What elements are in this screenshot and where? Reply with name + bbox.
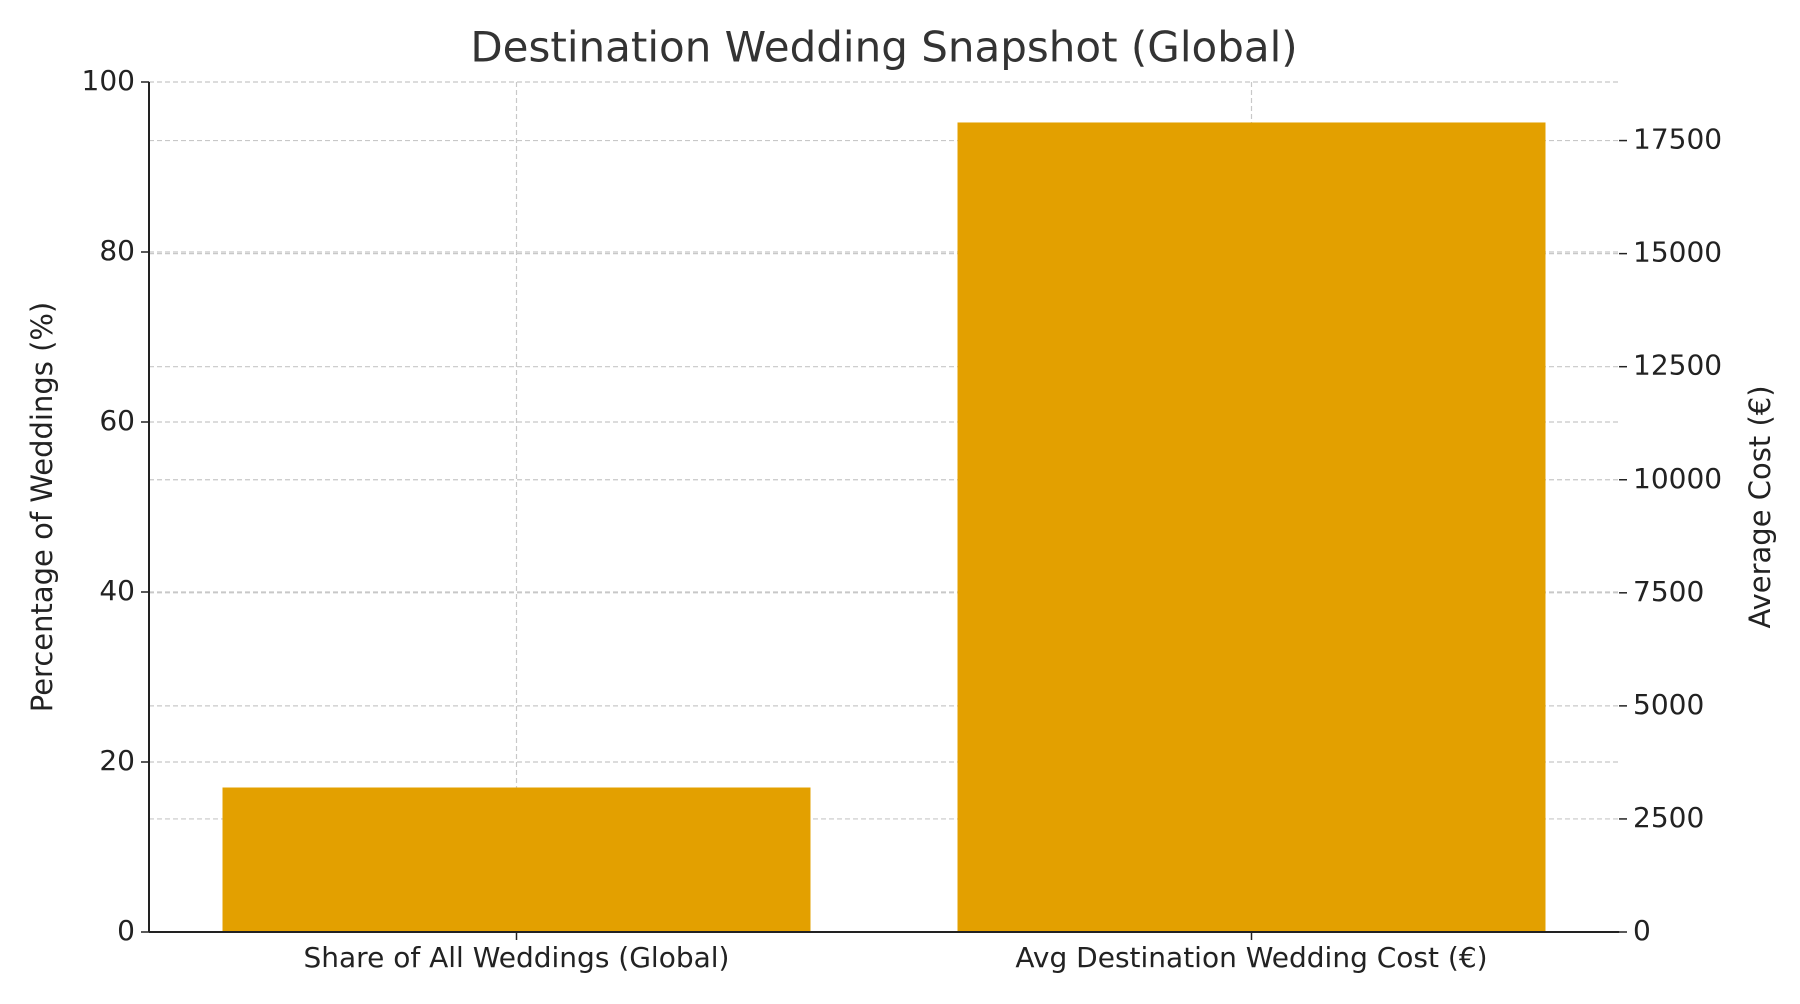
y2-tick-label: 10000: [1633, 462, 1722, 495]
y2-tick-label: 17500: [1633, 123, 1722, 156]
y2-axis-label: Average Cost (€): [1743, 385, 1777, 628]
bar: [957, 122, 1546, 932]
y-tick-label: 0: [117, 914, 135, 947]
bar: [222, 787, 811, 932]
y-tick-label: 40: [99, 574, 135, 607]
y2-tick-label: 5000: [1633, 688, 1704, 721]
y-tick-label: 20: [99, 744, 135, 777]
y-tick-label: 80: [99, 234, 135, 267]
x-tick-label: Share of All Weddings (Global): [304, 941, 730, 974]
x-tick-label: Avg Destination Wedding Cost (€): [1015, 941, 1487, 974]
y-tick-label: 60: [99, 404, 135, 437]
y2-tick-label: 7500: [1633, 575, 1704, 608]
chart-title: Destination Wedding Snapshot (Global): [470, 23, 1297, 72]
y-tick-label: 100: [82, 64, 135, 97]
y2-tick-label: 0: [1633, 914, 1651, 947]
y2-tick-label: 15000: [1633, 236, 1722, 269]
y2-tick-label: 12500: [1633, 349, 1722, 382]
y-axis-label: Percentage of Weddings (%): [25, 302, 59, 713]
y2-tick-label: 2500: [1633, 801, 1704, 834]
